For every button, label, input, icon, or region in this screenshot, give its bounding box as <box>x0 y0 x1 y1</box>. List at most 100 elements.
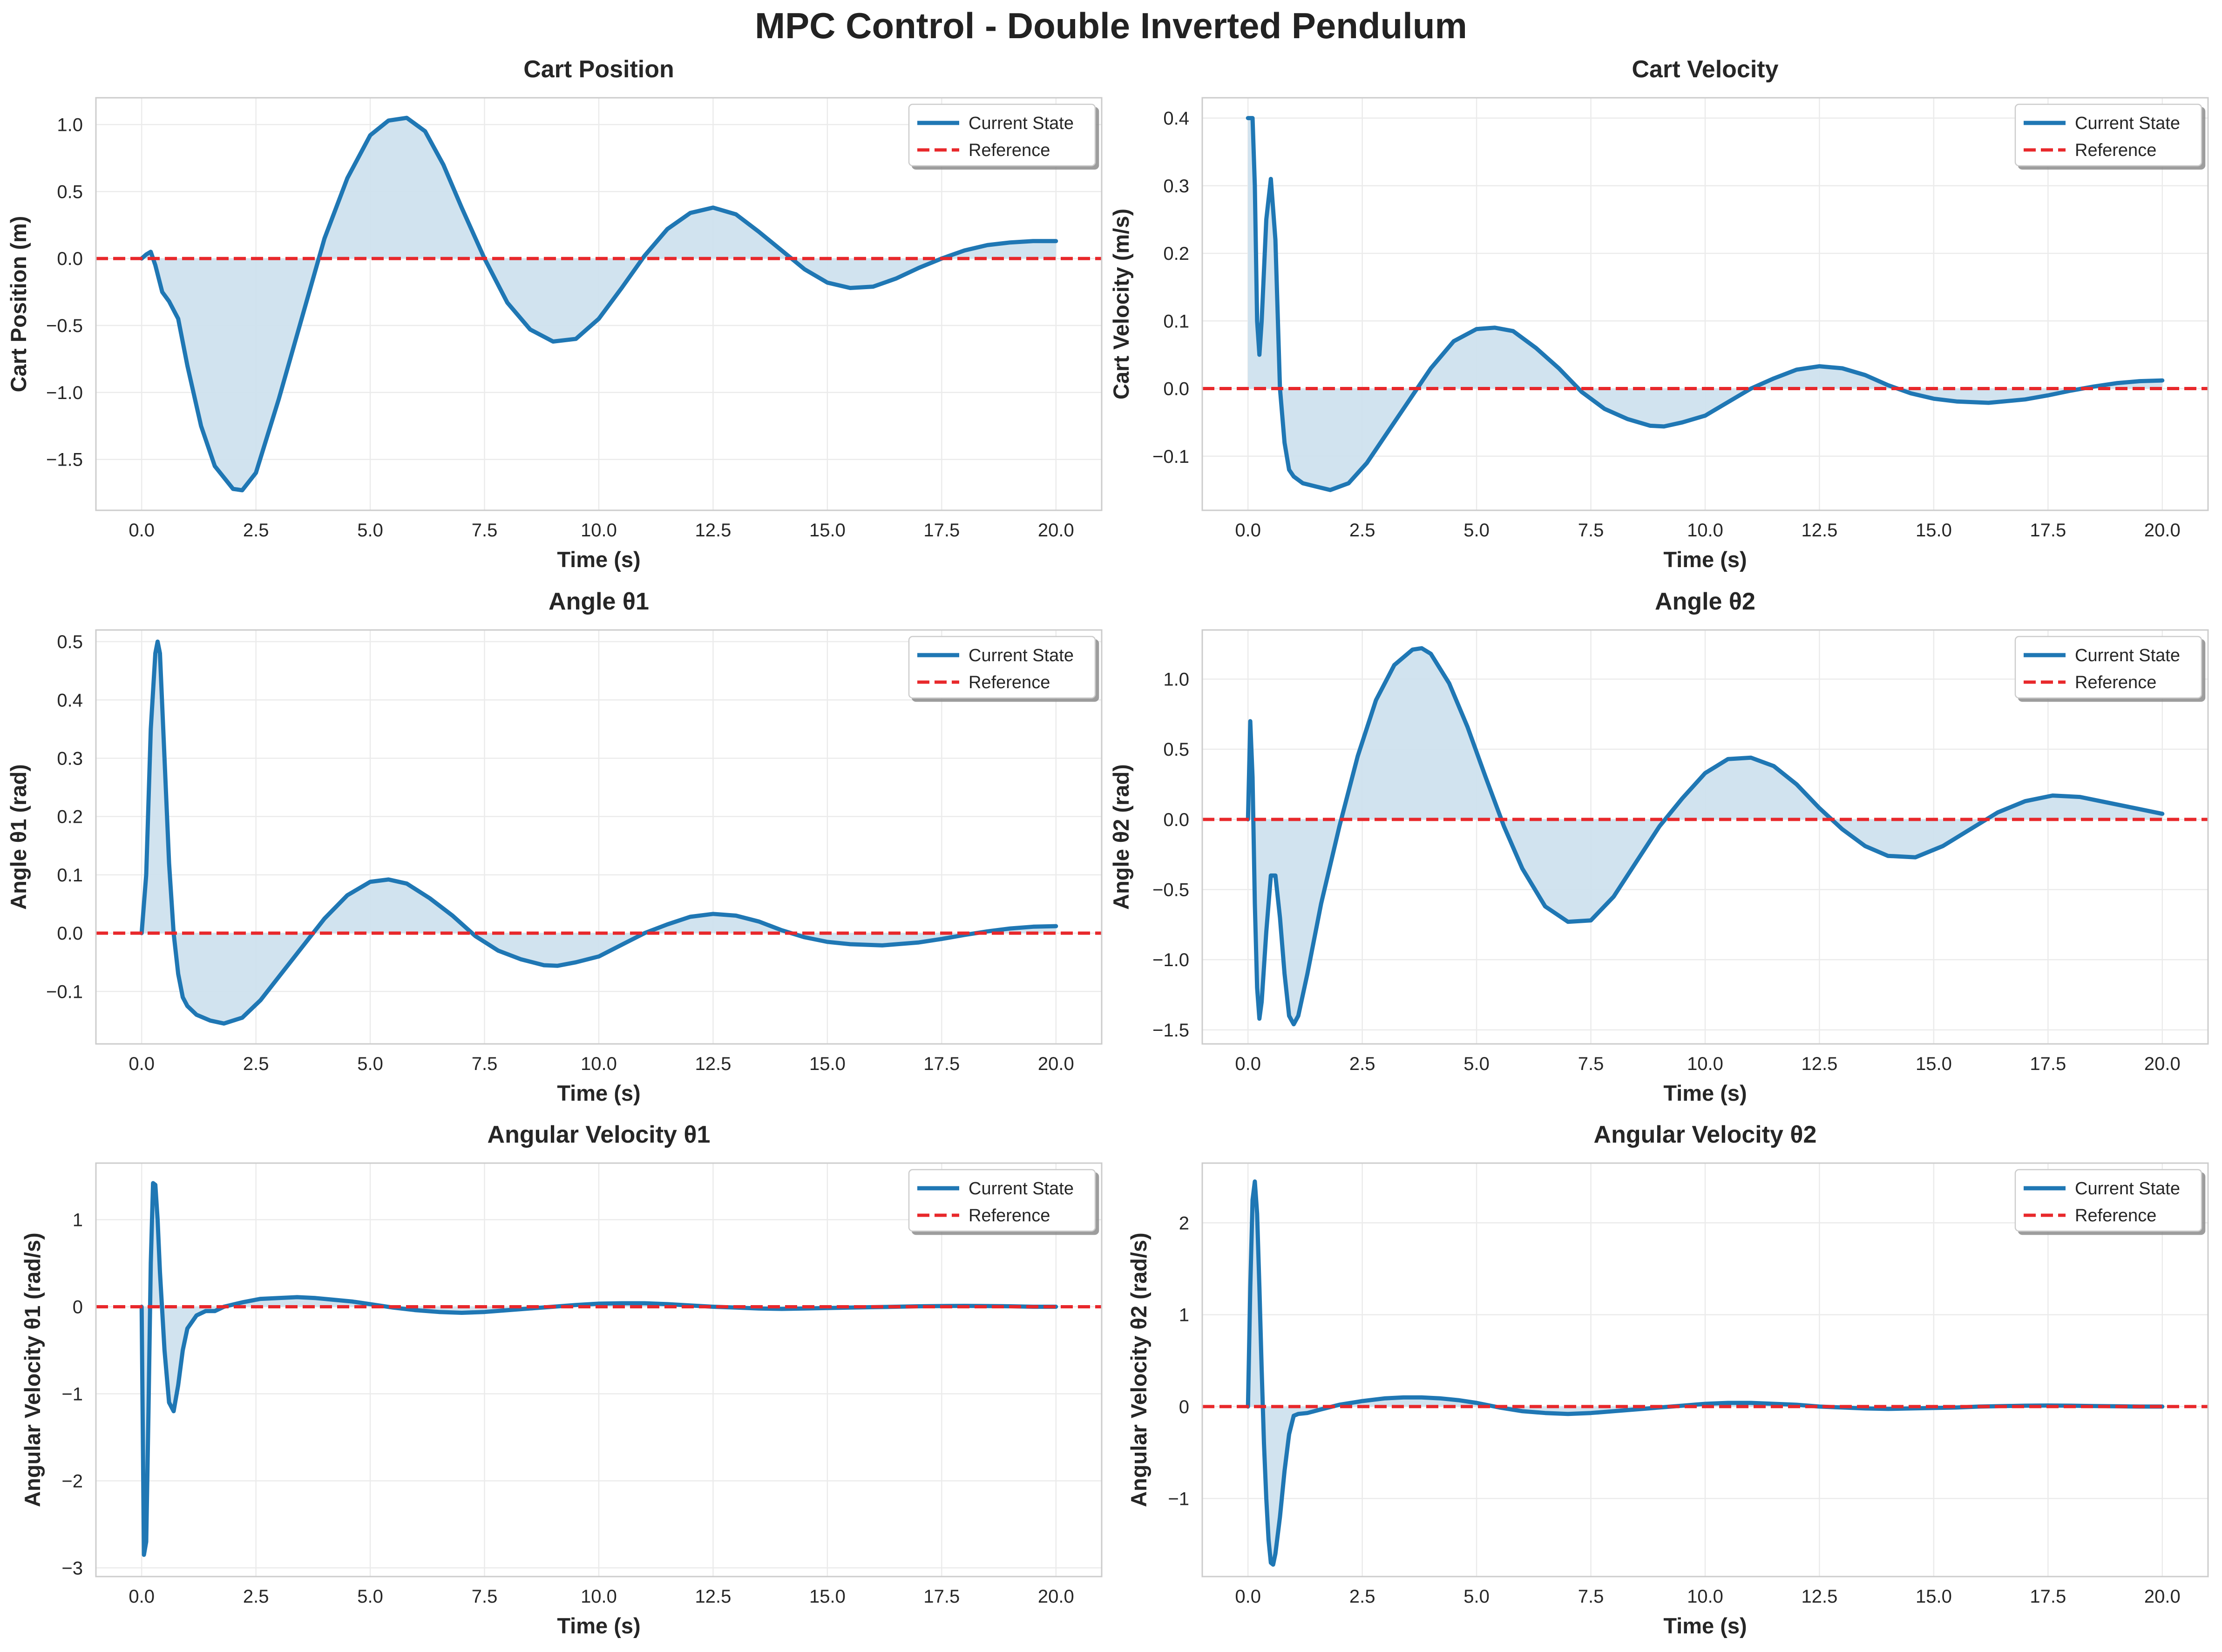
y-tick-label: 0.4 <box>1163 108 1189 129</box>
y-axis-label: Angular Velocity θ2 (rad/s) <box>1126 1232 1151 1507</box>
x-tick-label: 7.5 <box>1578 1054 1604 1074</box>
x-axis-label: Time (s) <box>557 547 640 572</box>
axes-frame <box>95 1162 1103 1578</box>
x-tick-label: 15.0 <box>809 520 846 541</box>
legend-state-label: Current State <box>2075 646 2180 665</box>
y-tick-label: −0.5 <box>1152 880 1189 900</box>
legend-state-label: Current State <box>969 1179 1074 1198</box>
x-tick-label: 2.5 <box>1349 1054 1375 1074</box>
x-tick-label: 7.5 <box>1578 1586 1604 1607</box>
subplot-title: Cart Velocity <box>1632 56 1778 83</box>
subplot-3: 0.0 2.5 5.0 7.5 10.0 12.5 15.0 17.5 20.0 −0.1 0.0 0… <box>6 588 1103 1105</box>
y-tick-label: 1.0 <box>1163 669 1189 690</box>
x-axis-label: Time (s) <box>1663 1081 1747 1105</box>
x-tick-label: 0.0 <box>1235 520 1261 541</box>
x-tick-label: 10.0 <box>1687 520 1723 541</box>
x-tick-label: 10.0 <box>581 1054 617 1074</box>
y-tick-label: 0.0 <box>57 249 83 269</box>
x-tick-label: 15.0 <box>809 1054 846 1074</box>
y-tick-label: 0.3 <box>1163 176 1189 196</box>
x-tick-label: 17.5 <box>923 520 960 541</box>
x-tick-label: 0.0 <box>129 1054 155 1074</box>
legend: Current State Reference <box>908 1169 1096 1232</box>
x-tick-label: 17.5 <box>2030 1054 2066 1074</box>
x-tick-label: 17.5 <box>923 1586 960 1607</box>
x-tick-label: 7.5 <box>472 1054 498 1074</box>
current-state-line <box>1246 646 2165 1027</box>
x-tick-label: 20.0 <box>1038 520 1074 541</box>
x-tick-label: 20.0 <box>1038 1586 1074 1607</box>
x-tick-label: 15.0 <box>1916 1586 1952 1607</box>
x-tick-label: 20.0 <box>2144 520 2181 541</box>
y-tick-label: −0.1 <box>1152 447 1189 467</box>
y-axis-label: Angular Velocity θ1 (rad/s) <box>20 1232 45 1507</box>
y-tick-label: 0.0 <box>1163 379 1189 399</box>
y-tick-label: 0.5 <box>57 182 83 202</box>
x-tick-label: 17.5 <box>2030 520 2066 541</box>
subplot-title: Angle θ2 <box>1655 588 1755 615</box>
y-tick-label: 0.2 <box>1163 244 1189 264</box>
x-tick-label: 0.0 <box>129 1586 155 1607</box>
axes-frame <box>1201 1162 2209 1578</box>
y-tick-label: 2 <box>1179 1213 1189 1233</box>
y-tick-label: −2 <box>61 1471 83 1491</box>
axes-frame <box>95 629 1103 1045</box>
y-tick-label: −1.0 <box>1152 950 1189 970</box>
subplot-4: 0.0 2.5 5.0 7.5 10.0 12.5 15.0 17.5 20.0 −1.5 −1.0… <box>1109 588 2209 1105</box>
x-tick-label: 17.5 <box>2030 1586 2066 1607</box>
x-tick-label: 20.0 <box>2144 1586 2181 1607</box>
x-tick-label: 17.5 <box>923 1054 960 1074</box>
current-state-line <box>1246 116 2165 492</box>
x-tick-label: 5.0 <box>1463 1054 1490 1074</box>
figure-title: MPC Control - Double Inverted Pendulum <box>755 5 1467 46</box>
y-tick-label: 0.3 <box>57 748 83 769</box>
y-tick-label: 0.1 <box>57 865 83 886</box>
y-tick-label: −1 <box>1168 1489 1189 1509</box>
axes-frame <box>1201 97 2209 511</box>
subplot-title: Angular Velocity θ1 <box>488 1121 711 1148</box>
x-tick-label: 2.5 <box>243 520 269 541</box>
x-tick-label: 7.5 <box>1578 520 1604 541</box>
legend: Current State Reference <box>2014 636 2202 699</box>
legend-state-label: Current State <box>2075 1179 2180 1198</box>
x-axis-label: Time (s) <box>1663 547 1747 572</box>
x-tick-label: 0.0 <box>1235 1054 1261 1074</box>
y-tick-label: 0.0 <box>1163 810 1189 830</box>
y-axis-label: Cart Velocity (m/s) <box>1109 209 1133 399</box>
axes-frame <box>95 97 1103 511</box>
legend-reference-label: Reference <box>2075 1206 2156 1225</box>
subplot-5: 0.0 2.5 5.0 7.5 10.0 12.5 15.0 17.5 20.0 −3 −2 −1 0 1… <box>20 1121 1103 1638</box>
x-tick-label: 12.5 <box>1802 1586 1838 1607</box>
error-fill-area <box>142 118 1056 490</box>
subplot-title: Cart Position <box>523 56 674 83</box>
y-tick-label: 1 <box>73 1210 83 1231</box>
x-tick-label: 2.5 <box>243 1586 269 1607</box>
legend-state-label: Current State <box>2075 114 2180 133</box>
y-tick-label: 0.1 <box>1163 311 1189 332</box>
x-tick-label: 15.0 <box>1916 520 1952 541</box>
y-tick-label: −0.5 <box>46 316 83 336</box>
axes-frame <box>1201 629 2209 1045</box>
current-state-line <box>139 115 1058 493</box>
y-tick-label: 0.4 <box>57 690 83 711</box>
legend-reference-label: Reference <box>2075 141 2156 160</box>
x-tick-label: 2.5 <box>243 1054 269 1074</box>
legend-state-label: Current State <box>969 114 1074 133</box>
x-tick-label: 10.0 <box>1687 1054 1723 1074</box>
subplot-title: Angle θ1 <box>549 588 649 615</box>
x-tick-label: 5.0 <box>357 520 383 541</box>
legend-reference-label: Reference <box>969 1206 1050 1225</box>
legend-reference-label: Reference <box>969 673 1050 692</box>
y-tick-label: 0.0 <box>57 923 83 944</box>
y-axis-label: Angle θ1 (rad) <box>6 764 31 910</box>
subplot-1: 0.0 2.5 5.0 7.5 10.0 12.5 15.0 17.5 20.0 −1.5 −1.0… <box>6 56 1103 572</box>
legend: Current State Reference <box>908 103 1096 167</box>
subplot-title: Angular Velocity θ2 <box>1594 1121 1817 1148</box>
x-tick-label: 2.5 <box>1349 520 1375 541</box>
x-tick-label: 5.0 <box>1463 1586 1490 1607</box>
x-tick-label: 20.0 <box>2144 1054 2181 1074</box>
y-tick-label: 1.0 <box>57 115 83 135</box>
x-tick-label: 0.0 <box>129 520 155 541</box>
current-state-line <box>139 639 1058 1026</box>
